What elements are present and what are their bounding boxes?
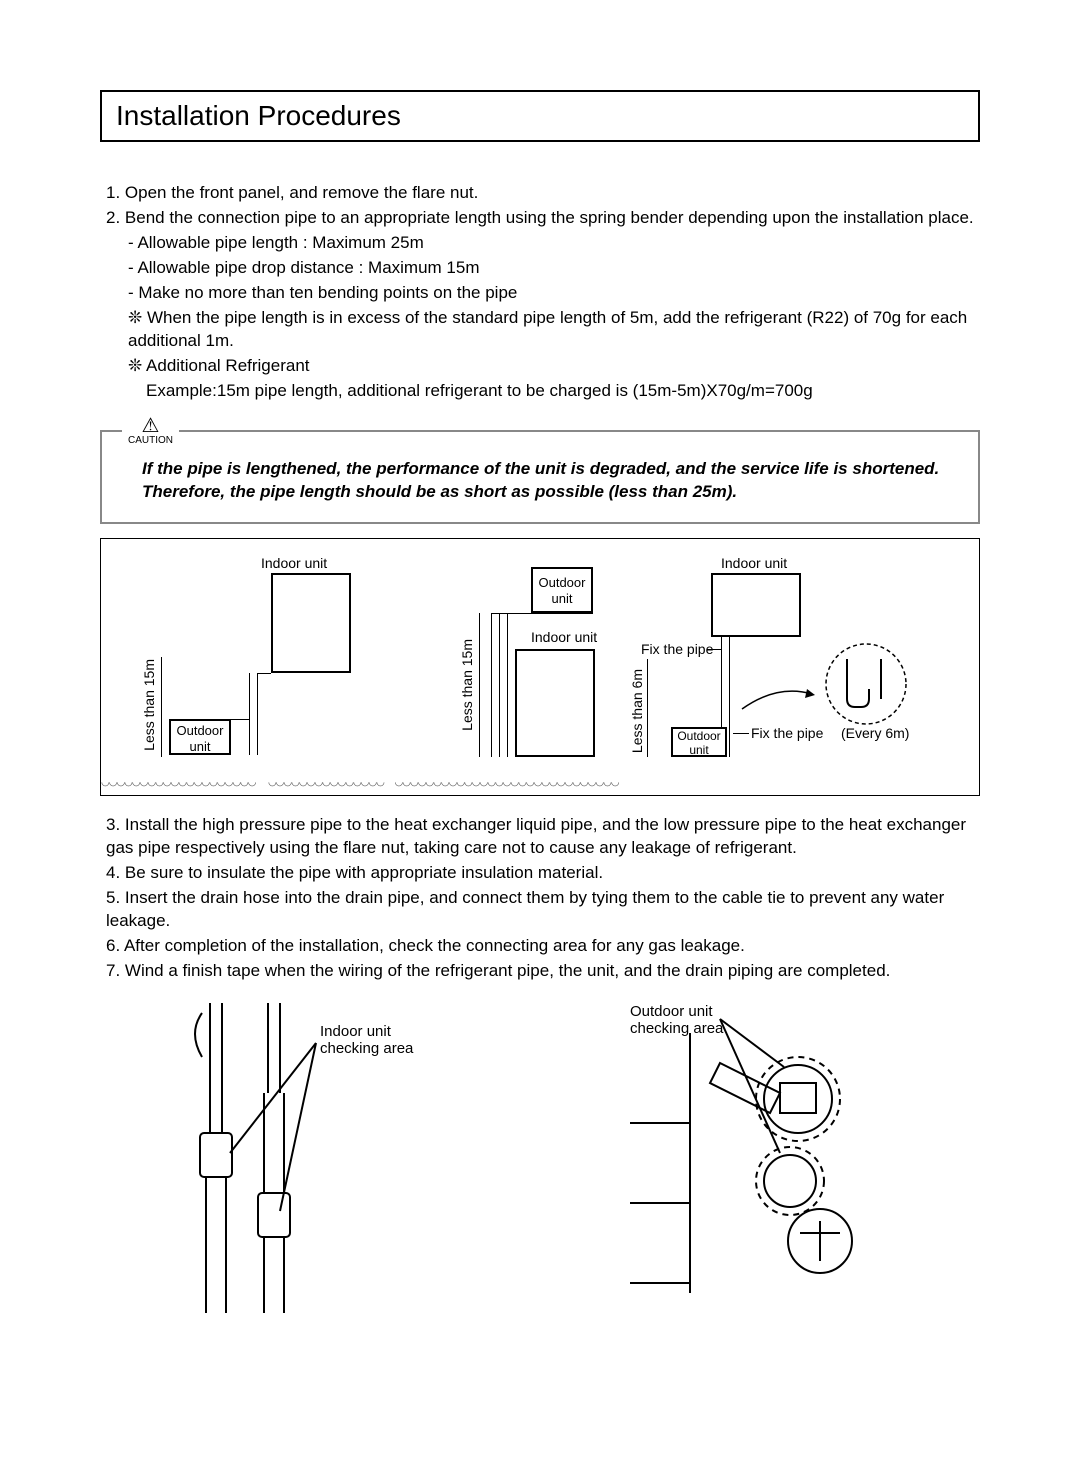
indoor-unit-box — [271, 573, 351, 673]
steps-list: 1. Open the front panel, and remove the … — [106, 182, 980, 402]
step-1: 1. Open the front panel, and remove the … — [106, 182, 980, 205]
ground-pattern: ◡◡◡◡◡◡◡◡◡◡◡◡◡◡◡◡◡◡◡◡ ◡◡◡◡◡◡◡◡◡◡◡◡◡◡◡ ◡◡◡… — [101, 777, 979, 789]
step-2b: - Allowable pipe drop distance : Maximum… — [128, 257, 980, 280]
indoor-unit-box — [711, 573, 801, 637]
step-3: 3. Install the high pressure pipe to the… — [106, 814, 980, 860]
step-6: 6. After completion of the installation,… — [106, 935, 980, 958]
detail-circle-icon — [811, 639, 921, 729]
caution-label: ⚠ CAUTION — [122, 416, 179, 446]
diagram-3: Indoor unit Fix the pipe Outdoorunit Les… — [541, 549, 941, 785]
less15-label: Less than 15m — [459, 639, 475, 731]
pipe-line — [729, 637, 730, 757]
pipe-line — [507, 613, 508, 757]
diagram-1: Indoor unit Outdoorunit Less than 15m — [131, 549, 361, 785]
pipe-line — [257, 673, 271, 674]
less6-label: Less than 6m — [629, 669, 645, 753]
step-5: 5. Insert the drain hose into the drain … — [106, 887, 980, 933]
step-2c: - Make no more than ten bending points o… — [128, 282, 980, 305]
indoor-label: Indoor unit — [721, 555, 787, 571]
outdoor-check-diagram: Outdoor unit checking area — [570, 1003, 950, 1313]
outdoor-unit-box: Outdoorunit — [169, 719, 231, 755]
wall-line — [491, 613, 492, 757]
pipe-diagram: Indoor unit Outdoorunit Less than 15m Ou… — [100, 538, 980, 796]
dim-line — [479, 613, 480, 757]
caution-text: If the pipe is lengthened, the performan… — [142, 458, 956, 504]
indoor-check-diagram: Indoor unit checking area — [130, 1003, 510, 1313]
fix-pipe-label2: Fix the pipe — [751, 725, 823, 741]
step-2f: Example:15m pipe length, additional refr… — [146, 380, 980, 403]
step-4: 4. Be sure to insulate the pipe with app… — [106, 862, 980, 885]
fix-pipe-label: Fix the pipe — [641, 641, 713, 657]
pipe-line — [499, 613, 500, 757]
page-title: Installation Procedures — [116, 100, 964, 132]
title-box: Installation Procedures — [100, 90, 980, 142]
outdoor-check-icon — [570, 1003, 950, 1313]
step-7: 7. Wind a finish tape when the wiring of… — [106, 960, 980, 983]
arrow-icon — [737, 679, 817, 719]
leader-line — [707, 649, 721, 650]
every6-label: (Every 6m) — [841, 725, 909, 741]
indoor-label: Indoor unit — [261, 555, 327, 571]
step-2e: ❊ Additional Refrigerant — [128, 355, 980, 378]
lower-diagrams: Indoor unit checking area Outd — [100, 1003, 980, 1313]
caution-word: CAUTION — [128, 435, 173, 446]
caution-box: ⚠ CAUTION If the pipe is lengthened, the… — [100, 430, 980, 524]
less15-label: Less than 15m — [141, 659, 157, 751]
outdoor-check-label: Outdoor unit checking area — [630, 1003, 750, 1037]
pipe-line — [249, 673, 250, 755]
step-2a: - Allowable pipe length : Maximum 25m — [128, 232, 980, 255]
leader-line — [733, 733, 749, 734]
indoor-check-label: Indoor unit checking area — [320, 1023, 440, 1057]
step-2d: ❊ When the pipe length is in excess of t… — [128, 307, 980, 353]
outdoor-unit-box: Outdoorunit — [671, 727, 727, 757]
dim-line — [161, 657, 162, 757]
warning-icon: ⚠ — [128, 416, 173, 436]
step-2: 2. Bend the connection pipe to an approp… — [106, 207, 980, 230]
steps-list-2: 3. Install the high pressure pipe to the… — [106, 814, 980, 983]
dim-line — [647, 659, 648, 757]
pipe-line — [257, 673, 258, 755]
